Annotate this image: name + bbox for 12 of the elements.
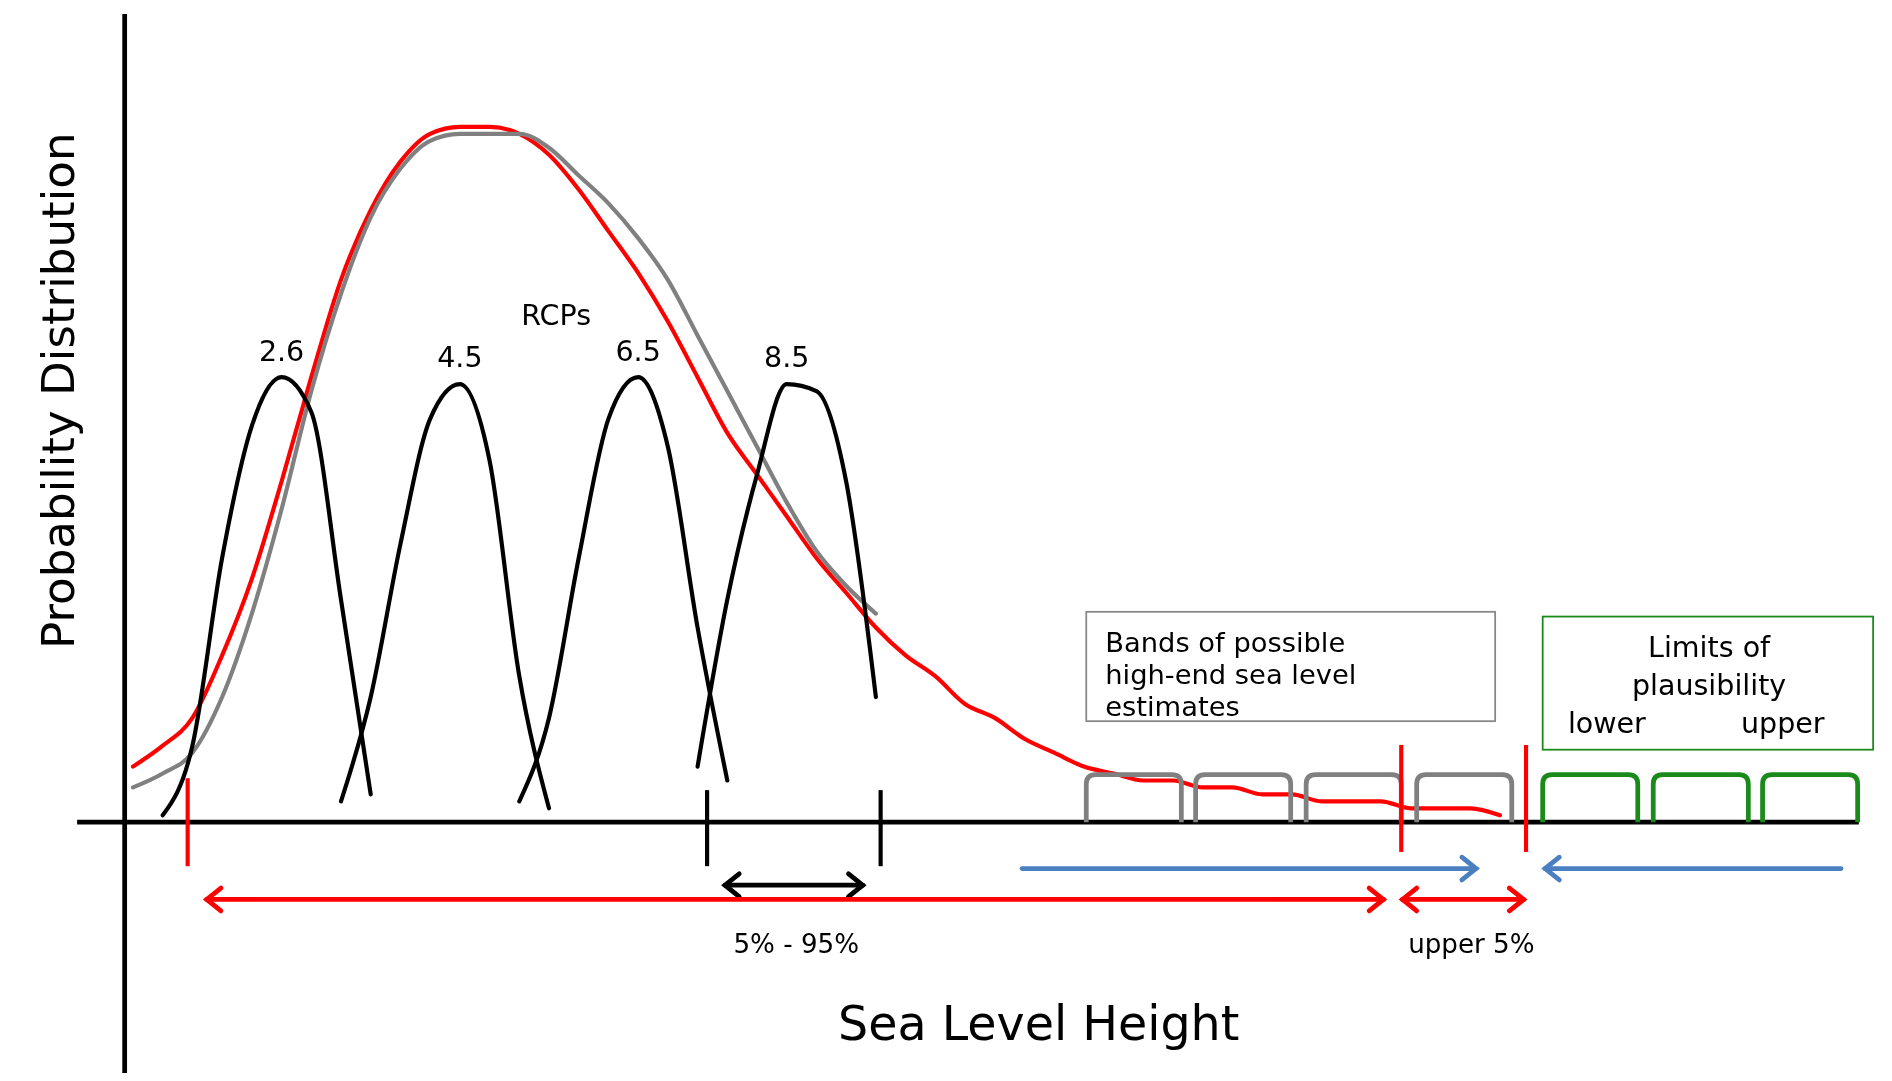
annotation: lower xyxy=(1567,707,1647,741)
annotation: Bands of possible high-end sea level estimates xyxy=(1105,627,1357,723)
series-label: 2.6 xyxy=(258,334,305,368)
series-label: 8.5 xyxy=(764,341,810,375)
series-label: 4.5 xyxy=(437,341,483,375)
annotation: upper xyxy=(1741,707,1825,741)
series-label: 6.5 xyxy=(615,334,661,368)
x-axis-title: Sea Level Height xyxy=(838,995,1240,1051)
y-axis-title: Probability Distribution xyxy=(31,132,85,649)
annotation: RCPs xyxy=(521,299,592,333)
text: upper 5% xyxy=(1408,928,1535,959)
text: 5% - 95% xyxy=(733,928,860,959)
